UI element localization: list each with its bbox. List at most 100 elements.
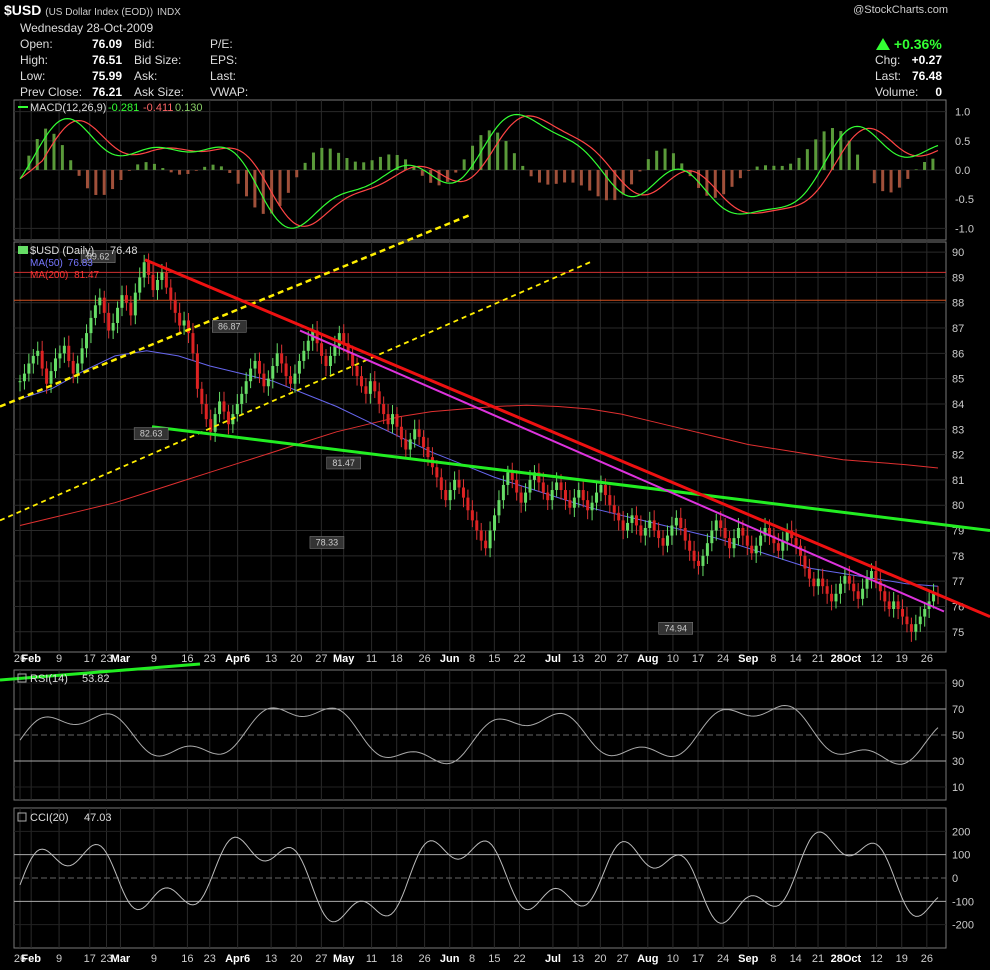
chg-label: Chg: [875, 53, 901, 67]
candle-body [124, 295, 128, 303]
candle-body [488, 530, 492, 549]
candle-body [812, 578, 816, 587]
x-tick-label: 10 [667, 953, 679, 965]
macd-hist-bar [152, 163, 156, 170]
macd-hist-bar [236, 170, 240, 184]
candle-body [342, 333, 346, 344]
brand-logo: @StockCharts.com [853, 4, 948, 16]
macd-hist-bar [245, 170, 249, 197]
macd-hist-bar [923, 162, 927, 170]
x-tick-label: 20 [290, 953, 302, 965]
cci-legend-swatch [17, 812, 27, 822]
macd-hist-bar [60, 145, 64, 170]
candle-body [741, 527, 745, 536]
price-tick-label: 84 [952, 399, 964, 411]
candle-body [85, 333, 89, 349]
macd-hist-bar [161, 168, 165, 170]
macd-hist-bar [211, 164, 215, 170]
macd-hist-bar [730, 170, 734, 187]
price-annotation-label: 74.94 [664, 623, 687, 633]
symbol-name: (US Dollar Index (EOD)) [45, 7, 154, 18]
candle-body [532, 472, 536, 480]
candle-body [209, 419, 213, 432]
candle-body [524, 492, 528, 503]
x-tick-label: 13 [572, 653, 584, 665]
candle-body [763, 527, 767, 536]
macd-hist-bar [94, 170, 98, 195]
macd-hist-bar [537, 170, 541, 183]
x-tick-label: 26 [14, 653, 26, 665]
price-tick-label: 75 [952, 627, 964, 639]
candle-body [178, 312, 182, 326]
price-annotation-box [309, 536, 345, 549]
macd-hist-bar [337, 152, 341, 170]
rsi-line [19, 704, 939, 765]
x-tick-label: 21 [812, 953, 824, 965]
candle-body [510, 472, 514, 480]
cci-value: 47.03 [84, 812, 112, 824]
rsi-value: 53.82 [82, 673, 110, 685]
candle-body [577, 490, 581, 498]
x-tick-label: 8 [469, 953, 475, 965]
macd-hist-bar [713, 170, 717, 198]
macd-hist-bar [638, 170, 642, 172]
candle-body [417, 429, 421, 437]
macd-title: MACD(12,26,9) [30, 102, 106, 114]
candle-body [107, 312, 111, 331]
candle-body [111, 322, 115, 331]
price-annotation-box [80, 250, 116, 263]
macd-hist-bar [52, 133, 56, 170]
macd-hist-bar [278, 170, 282, 206]
macd-hist-bar [847, 140, 851, 170]
candle-body [692, 550, 696, 561]
ma-legend-name: MA(200) [30, 270, 68, 281]
quote-value: 76.21 [92, 85, 123, 99]
macd-hist-bar [722, 170, 726, 195]
candle-body [537, 472, 541, 483]
candle-body [878, 581, 882, 592]
macd-hist-bar [311, 152, 315, 170]
volume-value: 0 [935, 85, 942, 99]
macd-hist-bar [345, 158, 349, 170]
candle-body [355, 366, 359, 377]
candle-body [750, 545, 754, 554]
candle-body [865, 578, 869, 589]
candle-body [683, 527, 687, 541]
price-annotation-box [133, 427, 169, 440]
rsi-tick-label: 30 [952, 756, 964, 768]
quote-label: Last: [210, 69, 237, 83]
x-tick-label: Jun [440, 653, 460, 665]
candle-body [351, 353, 355, 367]
candle-body [289, 376, 293, 384]
candle-body [665, 535, 669, 546]
macd-hist-bar [906, 170, 910, 179]
x-tick-label: 9 [151, 953, 157, 965]
candle-body [634, 515, 638, 526]
cci-tick-label: 200 [952, 826, 970, 838]
candle-body [373, 381, 377, 392]
candle-body [164, 272, 168, 288]
macd-hist-bar [738, 170, 742, 179]
candle-body [590, 502, 594, 511]
macd-hist-bar [261, 170, 265, 214]
price-tick-label: 79 [952, 526, 964, 538]
macd-value: -0.281 [108, 102, 139, 114]
candle-body [364, 386, 368, 394]
ma-legend-value: 76.83 [68, 258, 93, 269]
x-tick-label: 17 [692, 653, 704, 665]
candle-body [253, 360, 257, 369]
macd-hist-bar [588, 170, 592, 191]
macd-hist-bar [630, 170, 634, 185]
candle-body [133, 292, 137, 316]
macd-line [19, 113, 939, 229]
candle-body [302, 350, 306, 361]
candle-body [581, 490, 585, 501]
x-tick-label: 22 [513, 653, 525, 665]
x-tick-label: 20 [594, 953, 606, 965]
candle-body [67, 345, 71, 361]
candle-body [869, 571, 873, 579]
quote-value: 76.51 [92, 53, 123, 67]
candle-body [93, 305, 97, 318]
macd-tick-label: 0.0 [955, 165, 970, 177]
macd-hist-bar [613, 170, 617, 201]
